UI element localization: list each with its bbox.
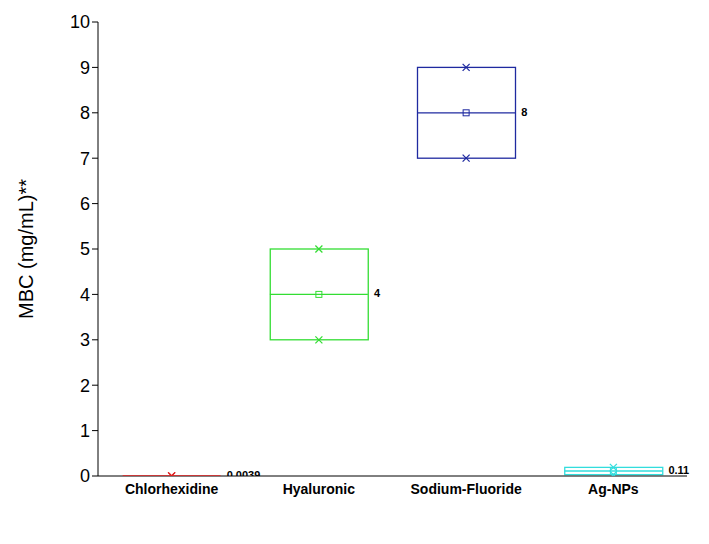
svg-text:0: 0	[80, 466, 90, 486]
svg-text:Sodium-Fluoride: Sodium-Fluoride	[411, 481, 522, 497]
svg-text:4: 4	[80, 285, 90, 305]
svg-text:7: 7	[80, 149, 90, 169]
svg-text:Hyaluronic: Hyaluronic	[283, 481, 356, 497]
svg-text:5: 5	[80, 239, 90, 259]
svg-text:1: 1	[80, 421, 90, 441]
svg-text:0.11: 0.11	[668, 464, 689, 476]
svg-text:Chlorhexidine: Chlorhexidine	[125, 481, 219, 497]
svg-text:2: 2	[80, 376, 90, 396]
svg-text:Ag-NPs: Ag-NPs	[588, 481, 639, 497]
svg-text:0.0039: 0.0039	[227, 469, 261, 476]
svg-text:8: 8	[80, 103, 90, 123]
svg-text:6: 6	[80, 194, 90, 214]
svg-text:8: 8	[521, 106, 527, 118]
svg-text:10: 10	[70, 12, 90, 32]
svg-text:MBC (mg/mL)**: MBC (mg/mL)**	[15, 179, 37, 319]
svg-text:4: 4	[374, 287, 381, 299]
svg-text:9: 9	[80, 58, 90, 78]
svg-text:3: 3	[80, 330, 90, 350]
